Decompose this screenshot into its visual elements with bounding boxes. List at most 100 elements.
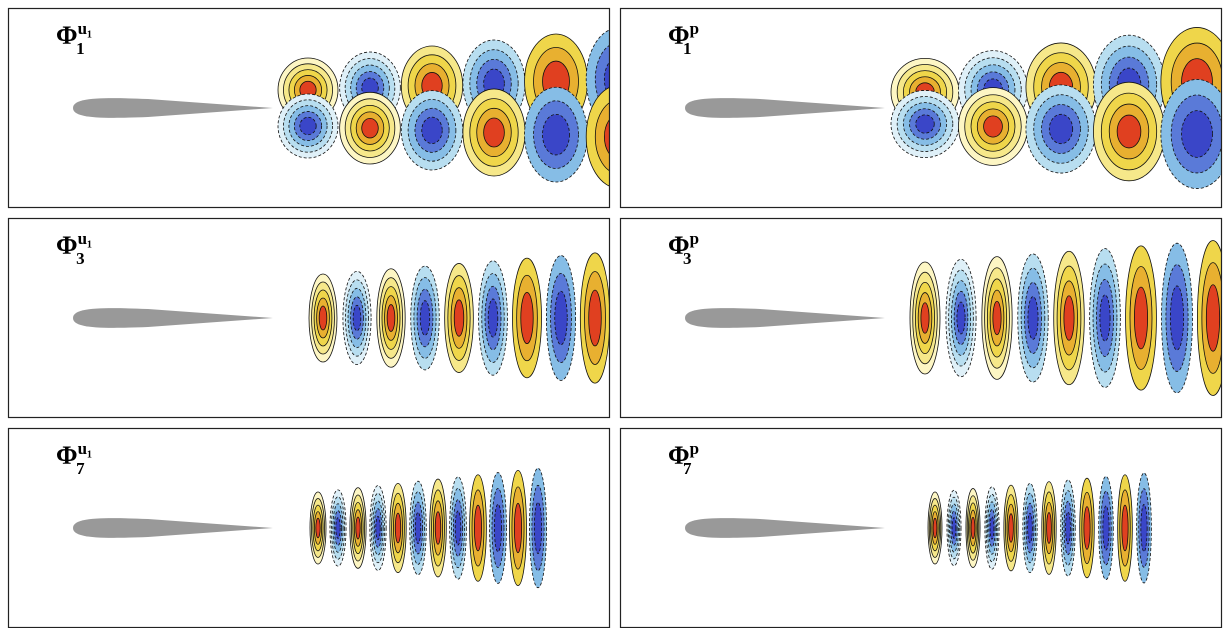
- positive-contour: [483, 117, 505, 148]
- negative-contour: [951, 517, 957, 539]
- negative-contour: [533, 501, 543, 555]
- airfoil: [73, 98, 273, 118]
- negative-contour: [375, 516, 381, 540]
- negative-contour: [335, 517, 341, 539]
- label-superscript: u₁: [78, 439, 93, 458]
- panel-frame: [619, 217, 1223, 419]
- negative-contour: [915, 114, 935, 134]
- label-superscript: p: [690, 229, 699, 248]
- mode-label: Φp 1: [668, 19, 699, 58]
- panel: Φp 7: [619, 427, 1223, 628]
- negative-contour: [1181, 110, 1213, 158]
- positive-contour: [361, 117, 379, 139]
- label-superscript: u₁: [78, 19, 93, 38]
- negative-contour: [1048, 113, 1074, 145]
- label-subscript: 1: [683, 39, 692, 58]
- positive-contour: [1046, 512, 1052, 544]
- negative-contour: [454, 510, 462, 546]
- label-subscript: 1: [76, 39, 85, 58]
- positive-contour: [588, 289, 602, 347]
- negative-contour: [1027, 512, 1033, 544]
- negative-contour: [956, 301, 966, 335]
- negative-contour: [352, 304, 362, 332]
- negative-contour: [1065, 511, 1071, 545]
- airfoil: [73, 308, 273, 328]
- label-subscript: 3: [76, 249, 85, 268]
- negative-contour: [1169, 285, 1185, 351]
- positive-contour: [970, 516, 976, 540]
- positive-contour: [434, 511, 442, 545]
- contour-field: [309, 467, 547, 589]
- label-superscript: p: [690, 439, 699, 458]
- mode-label: Φu₁ 7: [56, 439, 92, 478]
- positive-contour: [932, 517, 938, 539]
- positive-contour: [1133, 286, 1149, 350]
- airfoil: [73, 518, 273, 538]
- positive-contour: [1205, 284, 1221, 352]
- negative-contour: [419, 300, 431, 336]
- contour-field: [927, 472, 1152, 584]
- airfoil: [685, 308, 885, 328]
- panel-frame: [7, 7, 611, 209]
- panel: Φu₁ 7: [7, 427, 611, 628]
- panel: Φu₁ 1: [7, 7, 611, 209]
- positive-contour: [1116, 114, 1142, 149]
- contour-field: [909, 240, 1222, 396]
- label-subscript: 3: [683, 249, 692, 268]
- negative-contour: [1099, 294, 1111, 342]
- mode-label: Φp 7: [668, 439, 699, 478]
- panel: Φp 3: [619, 217, 1223, 419]
- label-symbol: Φ: [56, 21, 78, 50]
- negative-contour: [554, 290, 568, 346]
- contour-field: [890, 27, 1222, 189]
- negative-contour: [299, 116, 317, 136]
- positive-contour: [318, 305, 328, 331]
- positive-contour: [513, 502, 523, 554]
- negative-contour: [414, 512, 422, 545]
- label-subscript: 7: [683, 459, 692, 478]
- contour-field: [308, 252, 610, 384]
- positive-contour: [315, 517, 321, 539]
- label-symbol: Φ: [668, 21, 690, 50]
- label-symbol: Φ: [668, 231, 690, 260]
- label-superscript: p: [690, 19, 699, 38]
- positive-contour: [594, 102, 610, 172]
- airfoil: [685, 518, 885, 538]
- positive-contour: [1121, 504, 1129, 552]
- mode-label: Φp 3: [668, 229, 699, 268]
- positive-contour: [474, 504, 482, 552]
- negative-contour: [1102, 505, 1110, 551]
- negative-contour: [493, 503, 503, 553]
- positive-contour: [1008, 513, 1014, 543]
- mode-label: Φu₁ 3: [56, 229, 92, 268]
- positive-contour: [1083, 506, 1091, 550]
- panel: Φp 1: [619, 7, 1223, 209]
- positive-contour: [920, 302, 930, 334]
- label-subscript: 7: [76, 459, 85, 478]
- label-symbol: Φ: [56, 231, 78, 260]
- negative-contour: [1140, 504, 1148, 552]
- positive-contour: [386, 304, 396, 332]
- negative-contour: [1027, 296, 1039, 340]
- positive-contour: [453, 299, 465, 337]
- panel: Φu₁ 3: [7, 217, 611, 419]
- negative-contour: [989, 516, 995, 540]
- positive-contour: [355, 516, 361, 540]
- negative-contour: [542, 113, 570, 156]
- contour-field: [277, 29, 610, 187]
- label-superscript: u₁: [78, 229, 93, 248]
- positive-contour: [983, 115, 1003, 138]
- positive-contour: [394, 512, 402, 544]
- negative-contour: [421, 116, 443, 144]
- positive-contour: [603, 118, 610, 156]
- label-symbol: Φ: [668, 441, 690, 470]
- airfoil: [685, 98, 885, 118]
- panel-frame: [619, 7, 1223, 209]
- label-symbol: Φ: [56, 441, 78, 470]
- positive-contour: [992, 300, 1002, 336]
- positive-contour: [520, 291, 534, 345]
- positive-contour: [1063, 295, 1075, 341]
- panel-frame: [7, 217, 611, 419]
- mode-label: Φu₁ 1: [56, 19, 92, 58]
